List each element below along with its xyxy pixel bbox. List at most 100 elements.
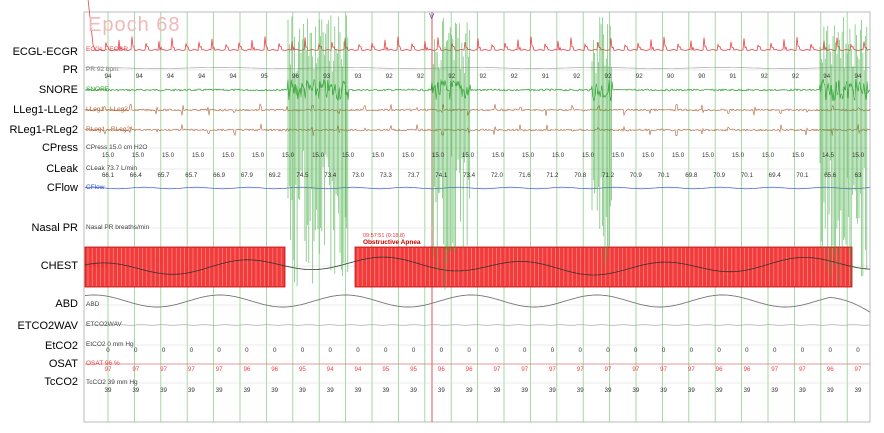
label-snore: SNORE (38, 84, 78, 96)
etco2-value: 0 (745, 347, 749, 354)
cpress-value: 15.0 (132, 152, 145, 159)
cpress-value: 15.0 (102, 152, 115, 159)
rleg-trace (84, 124, 871, 137)
cleak-value: 74.5 (296, 172, 309, 179)
pr-value: 94 (198, 73, 205, 80)
etco2-value: 0 (384, 347, 388, 354)
tcco2-value: 39 (299, 387, 306, 394)
cleak-value: 71.2 (602, 172, 615, 179)
cleak-value: 70.1 (741, 172, 754, 179)
label-etco2wav: ETCO2WAV (17, 320, 78, 332)
osat-value: 95 (410, 366, 417, 373)
label-nasal: Nasal PR (31, 222, 78, 234)
pr-value: 92 (573, 73, 580, 80)
osat-value: 97 (549, 366, 556, 373)
ecg-trace (87, 0, 871, 52)
pr-value: 96 (292, 73, 299, 80)
cpress-value: 15.0 (612, 152, 625, 159)
epoch-title: Epoch 68 (88, 14, 181, 36)
osat-value: 97 (660, 366, 667, 373)
cleak-value: 69.4 (769, 172, 782, 179)
inline-label-lleg: LLeg1 - LLeg2 (86, 106, 128, 113)
osat-value: 97 (688, 366, 695, 373)
tcco2-value: 39 (521, 387, 528, 394)
tcco2-value: 39 (577, 387, 584, 394)
etco2-value: 0 (217, 347, 221, 354)
pr-value: 91 (730, 73, 737, 80)
etco2-value: 0 (356, 347, 360, 354)
etco2-value: 0 (828, 347, 832, 354)
pr-value: 94 (136, 73, 143, 80)
etco2-value: 0 (773, 347, 777, 354)
cleak-value: 73.4 (463, 172, 476, 179)
pr-value: 94 (230, 73, 237, 80)
osat-value: 97 (160, 366, 167, 373)
etco2-value: 0 (245, 347, 249, 354)
tcco2-value: 39 (132, 387, 139, 394)
osat-value: 97 (771, 366, 778, 373)
pr-value: 91 (542, 73, 549, 80)
label-chest: CHEST (40, 260, 78, 272)
osat-value: 96 (271, 366, 278, 373)
cleak-value: 66.1 (102, 172, 115, 179)
apnea-box-left[interactable] (84, 246, 286, 288)
osat-value: 97 (799, 366, 806, 373)
event-name: Obstructive Apnea (363, 239, 421, 246)
cpress-value: 15.0 (312, 152, 325, 159)
event-stripes (87, 248, 850, 286)
etco2-value: 0 (856, 347, 860, 354)
osat-value: 97 (216, 366, 223, 373)
cpress-values: 15.0 15.0 15.0 15.0 15.0 15.0 15.0 15.0 15.0 15.0… (102, 152, 865, 159)
cflow-trace (85, 186, 870, 190)
tcco2-value: 39 (716, 387, 723, 394)
etco2-value: 0 (690, 347, 694, 354)
tcco2-value: 39 (271, 387, 278, 394)
label-rleg: RLeg1-RLeg2 (9, 124, 79, 136)
tcco2-value: 39 (160, 387, 167, 394)
osat-value: 95 (299, 366, 306, 373)
cleak-value: 70.9 (630, 172, 643, 179)
cpress-value: 15.0 (522, 152, 535, 159)
cleak-value: 69.8 (685, 172, 698, 179)
etco2-value: 0 (578, 347, 582, 354)
inline-label-etco2: EtCO2 0 mm Hg (86, 341, 134, 348)
cleak-value: 71.6 (519, 172, 532, 179)
inline-label-abd: ABD (86, 301, 100, 308)
tcco2-value: 39 (855, 387, 862, 394)
inline-label-pr: PR 92 bpm (86, 66, 119, 73)
etco2-value: 0 (190, 347, 194, 354)
cpress-value: 15.0 (192, 152, 205, 159)
pr-value: 90 (698, 73, 705, 80)
etco2-value: 0 (134, 347, 138, 354)
osat-value: 94 (327, 366, 334, 373)
osat-value: 96 (438, 366, 445, 373)
tcco2-value: 39 (438, 387, 445, 394)
label-tcco2: TcCO2 (44, 376, 78, 388)
event-time: 09:57:51 (0:18.8) (363, 233, 405, 239)
inline-label-ecg: ECGL - ECGR (86, 46, 128, 53)
etco2-value: 0 (801, 347, 805, 354)
pr-value: 93 (355, 73, 362, 80)
tcco2-value: 39 (493, 387, 500, 394)
etco2-value: 0 (495, 347, 499, 354)
etco2-value: 0 (162, 347, 166, 354)
label-abd: ABD (55, 298, 78, 310)
cleak-value: 63 (855, 172, 862, 179)
cpress-value: 14.5 (822, 152, 835, 159)
tcco2-value: 39 (216, 387, 223, 394)
tcco2-value: 39 (549, 387, 556, 394)
inline-label-cleak: CLeak 73.7 L/min (86, 165, 137, 172)
tcco2-value: 39 (410, 387, 417, 394)
inline-label-nasal: Nasal PR breaths/min (86, 224, 150, 231)
pr-value: 92 (792, 73, 799, 80)
pr-value: 92 (386, 73, 393, 80)
inline-label-etco2wav: ETCO2WAV (86, 321, 122, 328)
label-pr: PR (62, 64, 78, 76)
cpress-value: 15.0 (342, 152, 355, 159)
osat-value: 97 (493, 366, 500, 373)
etco2wav-trace (84, 324, 871, 326)
osat-value: 94 (355, 366, 362, 373)
label-ecg: ECGL-ECGR (12, 46, 78, 58)
pr-value: 94 (167, 73, 174, 80)
